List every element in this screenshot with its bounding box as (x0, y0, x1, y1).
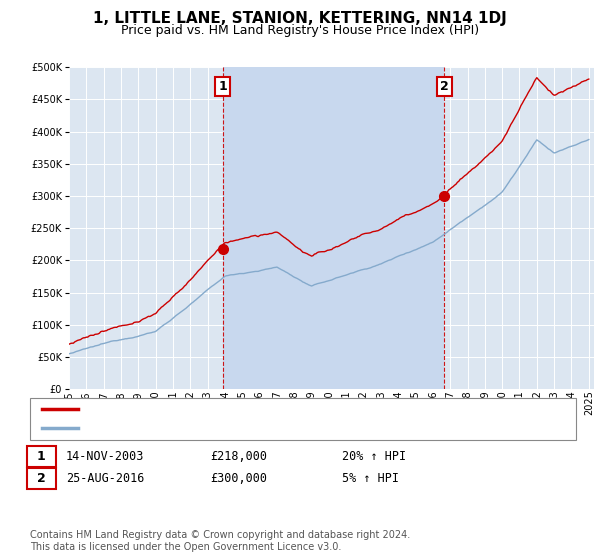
Text: £218,000: £218,000 (210, 450, 267, 463)
Text: Price paid vs. HM Land Registry's House Price Index (HPI): Price paid vs. HM Land Registry's House … (121, 24, 479, 36)
Text: Contains HM Land Registry data © Crown copyright and database right 2024.
This d: Contains HM Land Registry data © Crown c… (30, 530, 410, 552)
Text: 1: 1 (37, 450, 46, 463)
Text: 25-AUG-2016: 25-AUG-2016 (66, 472, 145, 486)
Text: £300,000: £300,000 (210, 472, 267, 486)
Text: 14-NOV-2003: 14-NOV-2003 (66, 450, 145, 463)
Text: 2: 2 (37, 472, 46, 486)
Text: 1, LITTLE LANE, STANION, KETTERING, NN14 1DJ (detached house): 1, LITTLE LANE, STANION, KETTERING, NN14… (90, 404, 461, 414)
Text: 2: 2 (440, 80, 448, 93)
Bar (223, 67, 444, 389)
Text: 20% ↑ HPI: 20% ↑ HPI (342, 450, 406, 463)
Text: 1, LITTLE LANE, STANION, KETTERING, NN14 1DJ: 1, LITTLE LANE, STANION, KETTERING, NN14… (93, 11, 507, 26)
Text: 1: 1 (218, 80, 227, 93)
Text: HPI: Average price, detached house, North Northamptonshire: HPI: Average price, detached house, Nort… (90, 423, 433, 433)
Text: 5% ↑ HPI: 5% ↑ HPI (342, 472, 399, 486)
